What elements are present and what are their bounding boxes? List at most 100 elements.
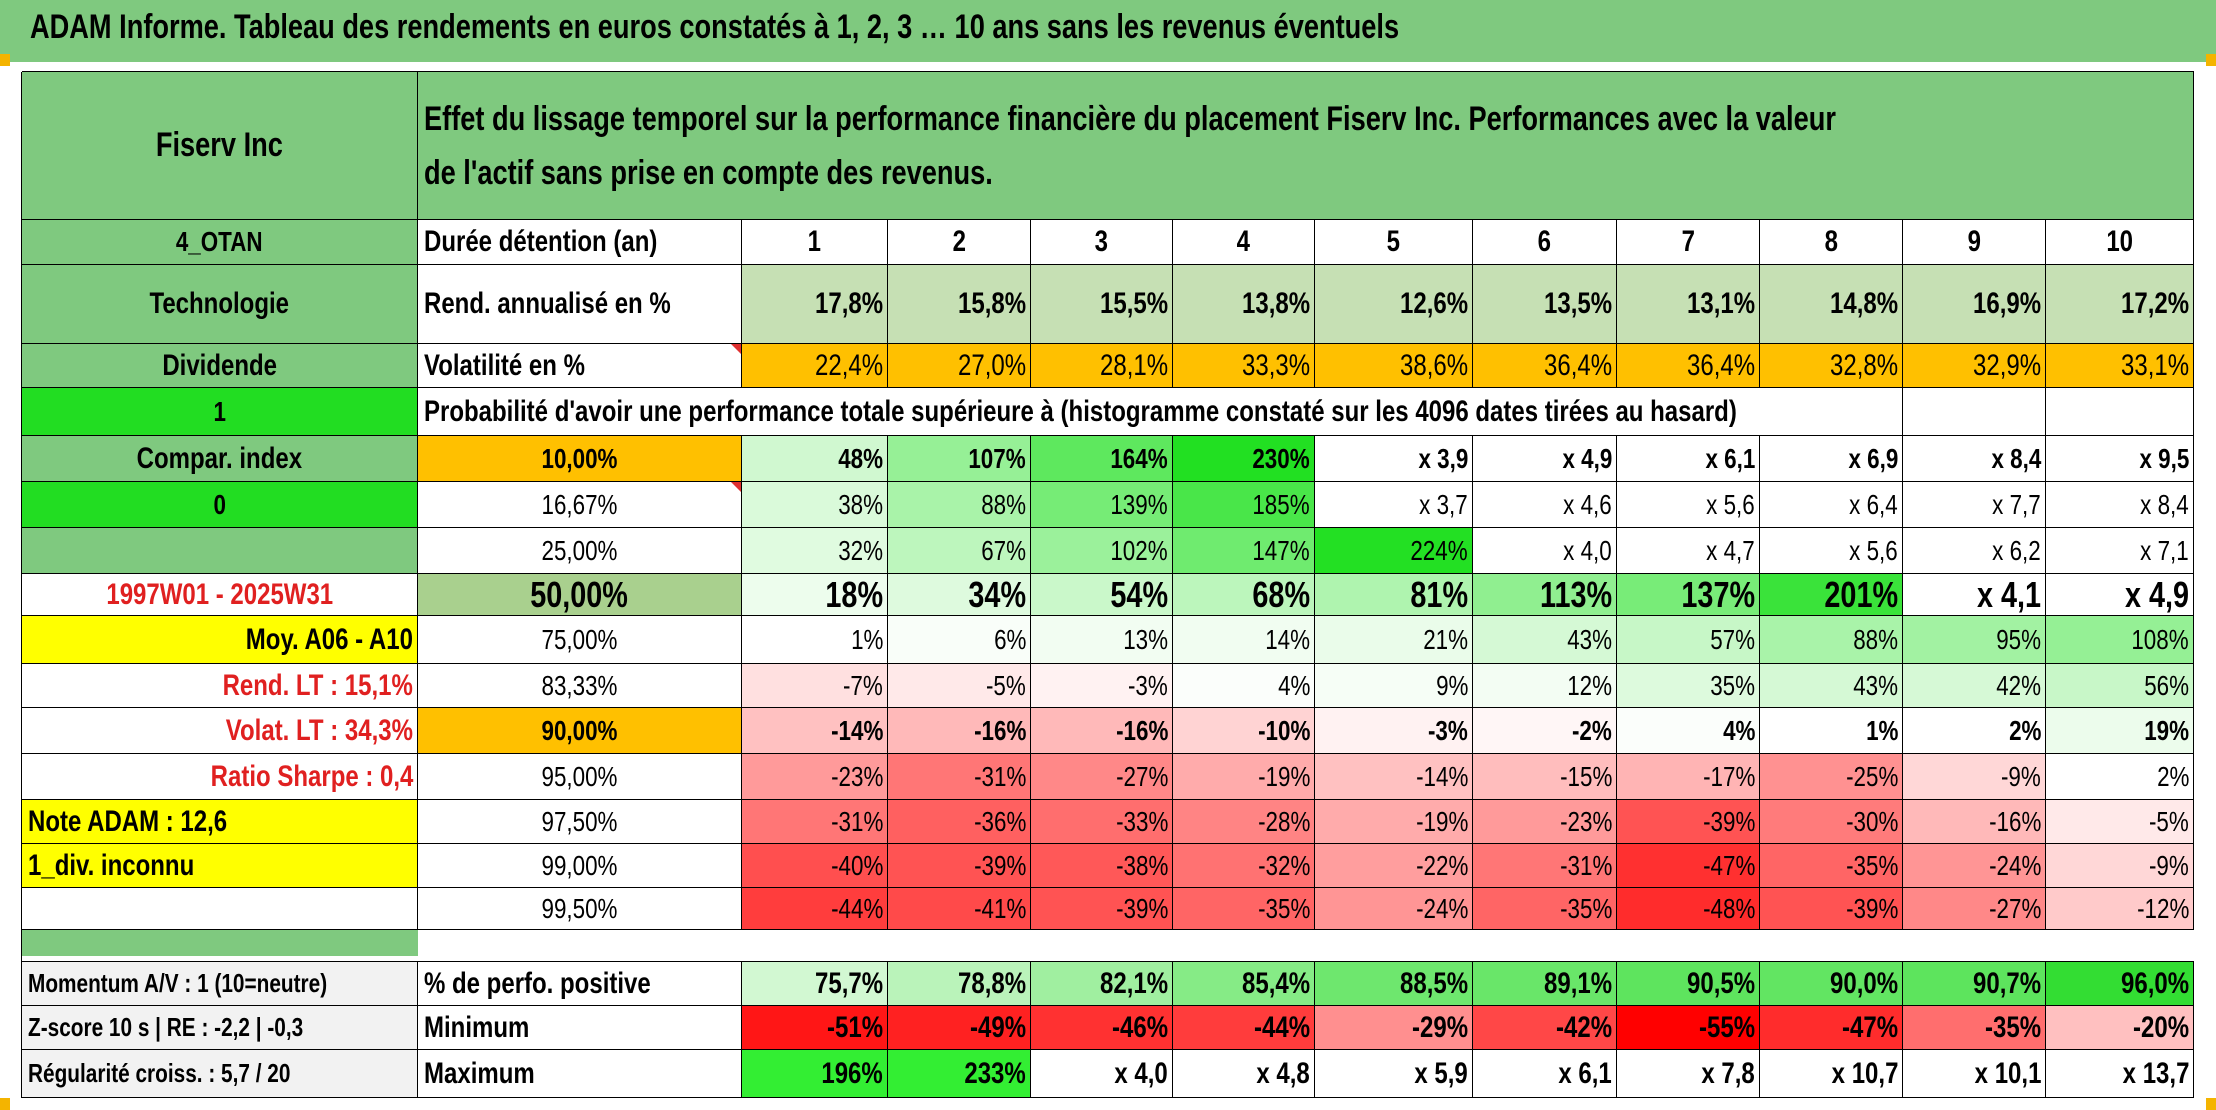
year-header-3: 3	[1031, 220, 1173, 265]
bottom-cell-max-text: x 7,8	[1701, 1056, 1755, 1090]
bottom-cell-min-text: -20%	[2132, 1010, 2189, 1044]
bottom-cell-max: 233%	[888, 1050, 1031, 1098]
quantile-cell: 13%	[1031, 616, 1173, 664]
quantile-cell: x 4,1	[1903, 574, 2046, 616]
quantile-cell: -7%	[742, 664, 888, 708]
bottom-cell-min: -46%	[1031, 1006, 1173, 1050]
quantile-cell: 42%	[1903, 664, 2046, 708]
bottom-cell-pos: 90,0%	[1760, 962, 1903, 1006]
quantile-cell: 68%	[1173, 574, 1315, 616]
quantile-cell-text: 67%	[981, 534, 1026, 566]
info-cell-7	[22, 528, 418, 574]
table-left-border	[21, 72, 22, 1098]
info-cell-1-text: 4_OTAN	[176, 226, 263, 257]
quantile-cell: -27%	[1903, 888, 2046, 930]
vol-cell: 36,4%	[1617, 344, 1760, 388]
quantile-cell-text: -24%	[1415, 892, 1468, 924]
quantile-label-text: 10,00%	[541, 442, 618, 474]
bottom-label-min: Minimum	[418, 1006, 742, 1050]
quantile-cell-text: 19%	[2144, 714, 2189, 746]
quantile-cell: -30%	[1760, 800, 1903, 844]
year-header-2-text: 2	[952, 225, 966, 258]
quantile-cell: x 7,7	[1903, 482, 2046, 528]
quantile-cell: -35%	[1473, 888, 1617, 930]
quantile-cell-text: x 4,9	[2124, 573, 2189, 615]
info-cell-3-text: Dividende	[162, 348, 277, 382]
bottom-cell-min-text: -46%	[1111, 1010, 1168, 1044]
quantile-cell: 102%	[1031, 528, 1173, 574]
info-cell-8-text: 1997W01 - 2025W31	[106, 577, 333, 611]
probability-empty-9	[1903, 388, 2046, 436]
info-cell-11: Volat. LT : 34,3%	[22, 708, 418, 754]
bottom-cell-min-text: -35%	[1984, 1010, 2041, 1044]
vol-cell-text: 22,4%	[814, 348, 883, 382]
quantile-cell: -16%	[1903, 800, 2046, 844]
quantile-cell-text: 6%	[993, 623, 1026, 655]
bottom-cell-max-text: x 5,9	[1414, 1056, 1468, 1090]
quantile-cell-text: -36%	[973, 805, 1026, 837]
quantile-cell-text: x 8,4	[1991, 442, 2041, 474]
quantile-cell-text: 54%	[1110, 573, 1168, 615]
bottom-cell-pos: 90,7%	[1903, 962, 2046, 1006]
quantile-cell: x 6,1	[1617, 436, 1760, 482]
quantile-cell: -3%	[1031, 664, 1173, 708]
bottom-cell-pos-text: 89,1%	[1543, 966, 1612, 1000]
quantile-label: 99,50%	[418, 888, 742, 930]
quantile-cell: -24%	[1315, 888, 1473, 930]
vol-cell-text: 28,1%	[1099, 348, 1168, 382]
quantile-cell-text: 185%	[1252, 488, 1310, 520]
quantile-cell-text: 13%	[1123, 623, 1168, 655]
info-cell-1: 4_OTAN	[22, 220, 418, 265]
year-header-8-text: 8	[1824, 225, 1838, 258]
bottom-cell-min: -29%	[1315, 1006, 1473, 1050]
quantile-cell-text: -24%	[1988, 849, 2041, 881]
quantile-cell-text: -3%	[1128, 669, 1168, 701]
quantile-cell: -5%	[888, 664, 1031, 708]
quantile-cell: -23%	[742, 754, 888, 800]
quantile-cell-text: 2%	[2156, 760, 2189, 792]
quantile-cell-text: -22%	[1415, 849, 1468, 881]
bottom-cell-pos-text: 75,7%	[814, 966, 883, 1000]
quantile-cell-text: -44%	[830, 892, 883, 924]
quantile-cell: x 6,2	[1903, 528, 2046, 574]
quantile-cell-text: x 7,1	[2140, 534, 2189, 566]
quantile-cell: -33%	[1031, 800, 1173, 844]
bottom-cell-min-text: -44%	[1253, 1010, 1310, 1044]
info-cell-8: 1997W01 - 2025W31	[22, 574, 418, 616]
quantile-cell-text: 88%	[1853, 623, 1898, 655]
bottom-cell-min: -55%	[1617, 1006, 1760, 1050]
quantile-cell-text: -3%	[1428, 714, 1468, 746]
year-header-10-text: 10	[2106, 225, 2133, 258]
quantile-cell-text: x 6,2	[1992, 534, 2041, 566]
quantile-label: 16,67%	[418, 482, 742, 528]
quantile-cell: -41%	[888, 888, 1031, 930]
quantile-cell: -19%	[1173, 754, 1315, 800]
bottom-cell-min: -51%	[742, 1006, 888, 1050]
quantile-cell: -22%	[1315, 844, 1473, 888]
quantile-cell: 19%	[2046, 708, 2194, 754]
year-header-1: 1	[742, 220, 888, 265]
bottom-label-max: Maximum	[418, 1050, 742, 1098]
info-cell-14: 1_div. inconnu	[22, 844, 418, 888]
year-header-3-text: 3	[1094, 225, 1109, 258]
quantile-label: 99,00%	[418, 844, 742, 888]
quantile-cell-text: -25%	[1845, 760, 1898, 792]
quantile-cell: 230%	[1173, 436, 1315, 482]
info-cell-gap	[22, 930, 418, 956]
quantile-label-text: 90,00%	[541, 714, 618, 746]
info-cell-4-text: 1	[213, 395, 226, 427]
quantile-cell: -12%	[2046, 888, 2194, 930]
info-cell-2-text: Technologie	[149, 287, 290, 320]
bottom-info-min-text: Z-score 10 s | RE : -2,2 | -0,3	[28, 1012, 304, 1042]
info-cell-2: Technologie	[22, 265, 418, 344]
quantile-cell-text: x 3,9	[1418, 442, 1468, 474]
duration-label-text: Durée détention (an)	[424, 225, 658, 258]
corner-mark-bottom-left	[0, 1098, 10, 1110]
bottom-cell-min: -49%	[888, 1006, 1031, 1050]
quantile-cell: -35%	[1760, 844, 1903, 888]
quantile-cell-text: 48%	[838, 442, 883, 474]
bottom-cell-max-text: x 4,8	[1256, 1056, 1310, 1090]
bottom-cell-max-text: x 13,7	[2122, 1056, 2189, 1090]
corner-mark-bottom-right	[2206, 1098, 2216, 1110]
quantile-label: 75,00%	[418, 616, 742, 664]
